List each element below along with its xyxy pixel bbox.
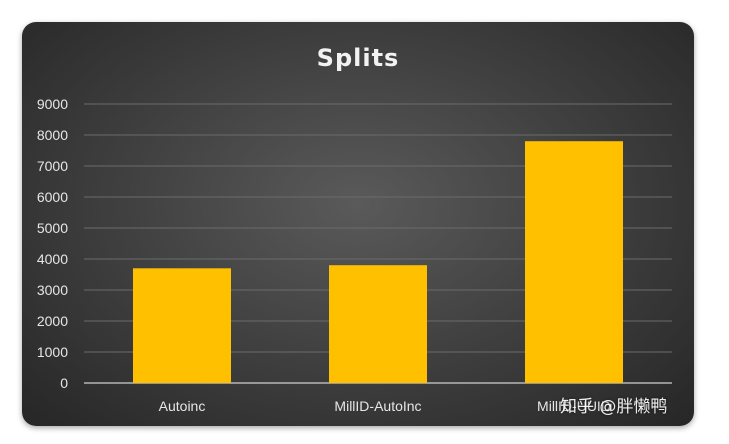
x-category-label: MillID-UUID <box>537 398 611 414</box>
y-tick-label: 7000 <box>37 158 68 174</box>
y-tick-label: 4000 <box>37 251 68 267</box>
watermark: 知乎 @胖懒鸭 <box>560 397 668 417</box>
x-category-label: MillID-AutoInc <box>334 398 421 414</box>
bar <box>133 268 231 383</box>
y-tick-label: 8000 <box>37 127 68 143</box>
bar-chart: 0 1000 2000 3000 4000 5000 6000 7000 8000 9000 Aut… <box>37 96 672 414</box>
y-tick-label: 1000 <box>37 344 68 360</box>
bar <box>525 141 623 383</box>
y-tick-label: 6000 <box>37 189 68 205</box>
y-tick-label: 0 <box>60 375 68 391</box>
chart-panel: Splits 0 1000 2000 3000 4000 5000 6000 7000 8000… <box>22 22 694 426</box>
chart-title: Splits <box>316 44 400 72</box>
y-tick-label: 5000 <box>37 220 68 236</box>
y-tick-label: 9000 <box>37 96 68 112</box>
y-tick-label: 3000 <box>37 282 68 298</box>
bar <box>329 265 427 383</box>
x-category-label: Autoinc <box>159 398 206 414</box>
y-tick-label: 2000 <box>37 313 68 329</box>
